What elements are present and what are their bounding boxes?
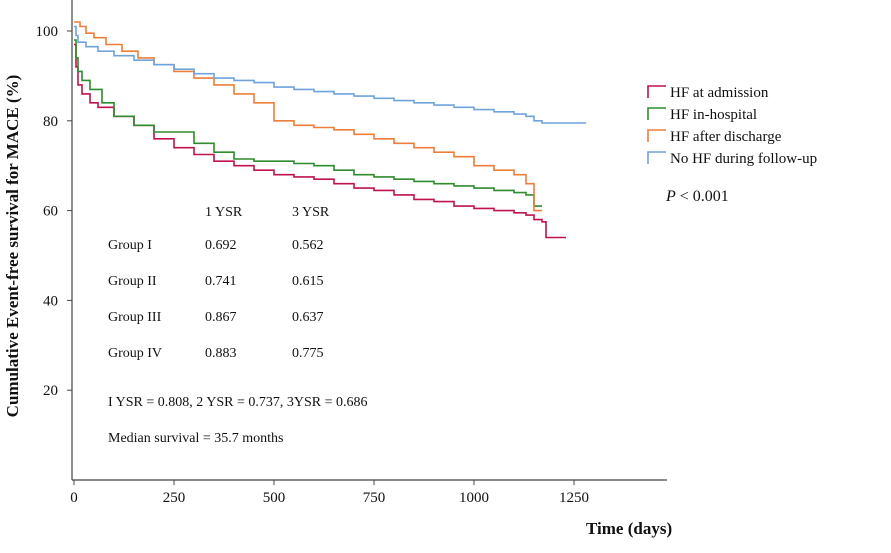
table-row-label: Group I — [108, 238, 152, 253]
x-tick-label: 500 — [263, 490, 286, 506]
x-tick-label: 1000 — [459, 490, 489, 506]
x-axis-title: Time (days) — [586, 519, 672, 538]
survival-curves — [74, 21, 586, 239]
overall-ysr: I YSR = 0.808, 2 YSR = 0.737, 3YSR = 0.6… — [108, 395, 368, 410]
curve-no-hf-during-follow-up — [74, 25, 586, 124]
legend-label-hf-at-admission: HF at admission — [670, 85, 769, 101]
y-tick-label: 100 — [36, 24, 59, 40]
table-cell: 0.615 — [292, 274, 324, 289]
legend-swatch-hf-in-hospital — [647, 107, 666, 120]
y-tick-label: 40 — [43, 293, 58, 309]
y-axis-title: Cumulative Event-free survival for MACE … — [3, 75, 22, 418]
legend-swatch-no-hf-during-follow-up — [647, 151, 666, 164]
table-cell: 0.562 — [292, 238, 324, 253]
table-cell: 0.867 — [205, 310, 237, 325]
legend-label-hf-after-discharge: HF after discharge — [670, 129, 782, 145]
table-header: 1 YSR — [205, 205, 243, 220]
table-cell: 0.637 — [292, 310, 324, 325]
x-tick-label: 1250 — [559, 490, 589, 506]
legend-label-hf-in-hospital: HF in-hospital — [670, 107, 757, 123]
median-survival: Median survival = 35.7 months — [108, 431, 284, 446]
table-cell: 0.741 — [205, 274, 237, 289]
p-value: P < 0.001 — [665, 188, 729, 205]
table-row-label: Group IV — [108, 346, 162, 361]
curve-hf-after-discharge — [74, 21, 542, 212]
legend-swatch-hf-at-admission — [647, 85, 666, 98]
table-cell: 0.775 — [292, 346, 324, 361]
table-cell: 0.692 — [205, 238, 237, 253]
legend-swatch-hf-after-discharge — [647, 129, 666, 142]
axis-ticks: 0 250 500 750 1000 1250 20 40 60 80 100 — [36, 24, 590, 506]
curve-hf-in-hospital — [74, 39, 542, 207]
y-tick-label: 80 — [43, 114, 58, 130]
curve-hf-at-admission — [74, 43, 566, 239]
table-header: 3 YSR — [292, 205, 330, 220]
table-cell: 0.883 — [205, 346, 237, 361]
axes — [71, 0, 667, 481]
legend: HF at admission HF in-hospital HF after di… — [647, 85, 817, 167]
x-tick-label: 250 — [163, 490, 186, 506]
ysr-table: 1 YSR 3 YSR Group I 0.692 0.562 Group II 0.741… — [108, 205, 330, 361]
table-row-label: Group III — [108, 310, 162, 325]
y-tick-label: 20 — [43, 383, 58, 399]
table-row-label: Group II — [108, 274, 157, 289]
legend-label-no-hf-during-follow-up: No HF during follow-up — [670, 151, 817, 167]
x-tick-label: 0 — [70, 490, 78, 506]
x-tick-label: 750 — [363, 490, 386, 506]
p-value-text: < 0.001 — [676, 188, 729, 205]
y-tick-label: 60 — [43, 204, 58, 220]
p-value-symbol: P — [665, 188, 676, 205]
